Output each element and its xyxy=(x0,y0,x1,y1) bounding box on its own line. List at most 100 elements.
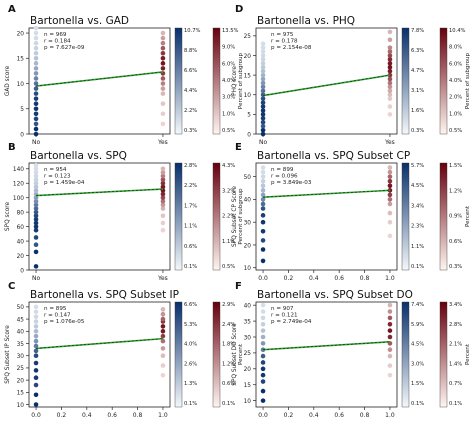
point-no xyxy=(33,30,39,36)
point-no xyxy=(33,131,39,137)
colorbar-blue xyxy=(401,27,410,135)
colorbar-red-tick: 0.1% xyxy=(222,401,235,407)
point-yes xyxy=(387,328,393,333)
point-yes xyxy=(160,195,166,201)
y-tick-label: 80 xyxy=(17,210,25,216)
colorbar-red xyxy=(439,301,448,408)
point-no xyxy=(33,213,39,219)
point-no xyxy=(33,242,39,247)
panel-e: E Bartonella vs. SPQ Subset CP 10 20 30 40 50 S… xyxy=(232,142,471,282)
point-no xyxy=(260,88,266,94)
point-yes xyxy=(387,165,393,170)
x-tick-label: 0.6 xyxy=(334,412,344,419)
colorbar-blue xyxy=(174,162,183,271)
x-tick-label: 0.8 xyxy=(360,275,370,282)
panel-title: Bartonella vs. SPQ Subset CP xyxy=(257,150,410,162)
y-tick-label: 0 xyxy=(20,268,24,274)
y-tick-label: 30 xyxy=(244,335,252,341)
point-no xyxy=(33,40,39,46)
point-yes xyxy=(387,201,393,207)
point-no xyxy=(260,360,266,365)
colorbar-red-tick: 1.5% xyxy=(449,163,462,169)
x-tick-label: No xyxy=(32,139,40,146)
point-no xyxy=(33,76,39,81)
point-no xyxy=(260,188,266,193)
point-no xyxy=(33,314,39,319)
point-no xyxy=(33,96,39,101)
colorbar-blue-tick: 0.1% xyxy=(184,401,197,407)
stat-text: p = 2.749e-04 xyxy=(271,319,312,325)
y-tick-label: 20 xyxy=(17,254,25,260)
colorbar-blue-tick: 3.4% xyxy=(411,203,424,209)
y-tick-label: 20 xyxy=(17,378,25,384)
y-tick-label: 25 xyxy=(17,366,25,372)
y-tick-label: 20 xyxy=(244,54,252,60)
plot-frame xyxy=(28,162,171,271)
point-yes xyxy=(160,363,166,368)
point-yes xyxy=(387,84,393,90)
stat-text: p = 7.627e-09 xyxy=(44,45,85,51)
point-yes xyxy=(160,81,166,86)
point-yes xyxy=(160,30,166,36)
point-yes xyxy=(160,199,166,204)
colorbar-red-tick: 0.5% xyxy=(449,128,462,134)
plot-frame xyxy=(255,162,398,271)
stat-text: n = 975 xyxy=(271,32,294,38)
colorbar-red-tick: 2.0% xyxy=(449,95,462,101)
colorbar-blue-tick: 5.9% xyxy=(411,322,424,328)
point-yes xyxy=(160,333,166,339)
panel-title: Bartonella vs. SPQ Subset IP xyxy=(30,289,179,301)
point-no xyxy=(260,238,266,243)
colorbar-red-tick: 1.4% xyxy=(449,361,462,367)
colorbar-blue xyxy=(174,301,183,408)
colorbar-blue-tick: 2.6% xyxy=(184,361,197,367)
colorbar-red-tick: 2.9% xyxy=(222,302,235,308)
point-no xyxy=(33,86,39,91)
y-axis-label: SPQ Subset CP Score xyxy=(232,186,238,247)
point-yes xyxy=(387,363,393,368)
panel-title: Bartonella vs. PHQ xyxy=(257,15,355,27)
point-yes xyxy=(160,213,166,219)
colorbar-red-tick: 1.2% xyxy=(222,361,235,367)
point-yes xyxy=(387,104,393,109)
panel-letter: F xyxy=(235,281,242,292)
point-no xyxy=(33,81,39,86)
colorbar-blue-tick: 0.1% xyxy=(411,264,424,270)
point-yes xyxy=(160,91,166,96)
point-yes xyxy=(160,61,166,66)
colorbar-label: Percent xyxy=(238,343,244,365)
stat-text: r = 0.184 xyxy=(44,39,71,45)
point-no xyxy=(260,219,266,225)
point-yes xyxy=(387,219,393,225)
colorbar-blue-tick: 0.1% xyxy=(184,264,197,270)
colorbar-label: Percent xyxy=(465,343,471,365)
point-yes xyxy=(160,227,166,233)
colorbar-red-tick: 0.7% xyxy=(449,381,462,387)
stat-text: r = 0.178 xyxy=(271,39,298,45)
point-no xyxy=(33,25,39,31)
point-yes xyxy=(387,174,393,179)
colorbar-red xyxy=(212,301,221,408)
x-tick-label: 0.0 xyxy=(258,412,268,419)
point-no xyxy=(33,71,39,76)
y-tick-label: 40 xyxy=(17,239,25,245)
x-tick-label: 0.6 xyxy=(107,412,117,419)
point-no xyxy=(33,206,39,211)
colorbar-red xyxy=(212,162,221,271)
colorbar-red-tick: 3.4% xyxy=(449,302,462,308)
x-tick-label: Yes xyxy=(157,275,168,282)
point-no xyxy=(33,343,39,349)
trend-line-dash xyxy=(36,188,163,196)
colorbar-blue-tick: 10.7% xyxy=(184,28,201,34)
point-no xyxy=(33,166,39,172)
colorbar-blue-tick: 4.7% xyxy=(411,68,424,74)
point-no xyxy=(33,45,39,51)
x-tick-label: Yes xyxy=(384,139,395,146)
point-no xyxy=(33,227,39,233)
point-no xyxy=(33,235,39,240)
point-yes xyxy=(160,173,166,179)
point-yes xyxy=(387,76,393,82)
colorbar-red-tick: 3.0% xyxy=(222,95,235,101)
point-no xyxy=(33,173,39,179)
